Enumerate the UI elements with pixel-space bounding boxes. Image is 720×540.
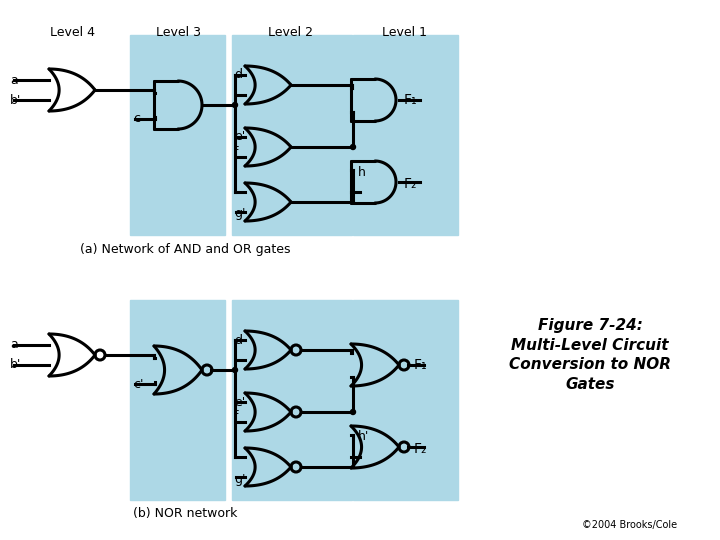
Text: h: h [358, 165, 366, 179]
Circle shape [233, 103, 238, 107]
Text: f: f [234, 410, 238, 423]
Bar [353, 300, 458, 500]
Text: g': g' [234, 472, 246, 485]
Text: d: d [234, 69, 242, 82]
Text: F₁: F₁ [404, 93, 418, 107]
Text: Level 1: Level 1 [382, 25, 428, 38]
Text: e': e' [234, 131, 246, 144]
Text: g': g' [234, 207, 246, 220]
Text: (b) NOR network: (b) NOR network [132, 507, 237, 519]
Text: ©2004 Brooks/Cole: ©2004 Brooks/Cole [582, 520, 678, 530]
Text: a: a [10, 339, 18, 352]
Text: (a) Network of AND and OR gates: (a) Network of AND and OR gates [80, 244, 290, 256]
Text: d: d [234, 334, 242, 347]
Bar [130, 35, 225, 235]
Text: Level 3: Level 3 [156, 25, 200, 38]
Text: Level 4: Level 4 [50, 25, 94, 38]
Bar [353, 35, 458, 235]
Bar [130, 300, 225, 500]
Text: e': e' [234, 395, 246, 408]
Text: Level 2: Level 2 [268, 25, 312, 38]
Text: h': h' [358, 430, 369, 443]
Text: c': c' [133, 377, 143, 390]
Text: Figure 7-24:
Multi-Level Circuit
Conversion to NOR
Gates: Figure 7-24: Multi-Level Circuit Convers… [509, 318, 671, 392]
Circle shape [233, 368, 238, 373]
Text: f: f [234, 145, 238, 159]
Text: b': b' [10, 359, 22, 372]
Bar [232, 300, 352, 500]
Text: F₂: F₂ [404, 177, 418, 191]
Text: b': b' [10, 93, 22, 106]
Circle shape [351, 145, 356, 150]
Text: F₁: F₁ [414, 358, 428, 372]
Text: F₂: F₂ [414, 442, 428, 456]
Bar [232, 35, 352, 235]
Text: a: a [10, 73, 18, 86]
Circle shape [351, 409, 356, 415]
Text: c: c [133, 112, 140, 125]
